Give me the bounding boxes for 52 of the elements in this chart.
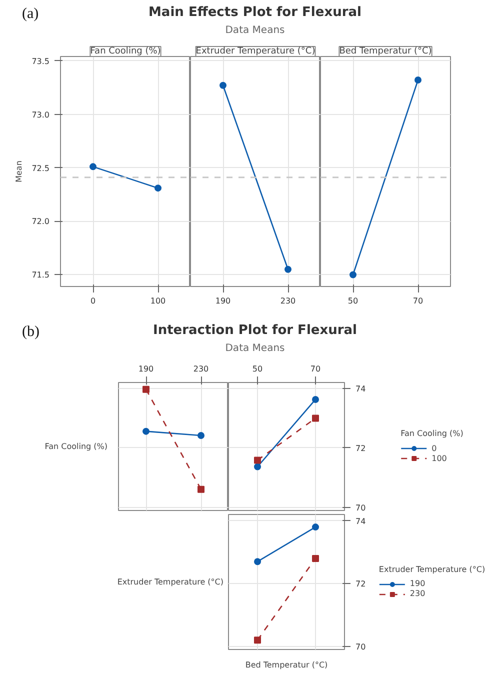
x-tick-label: 0 bbox=[90, 296, 96, 306]
x-tick-label: 190 bbox=[215, 296, 231, 306]
point bbox=[198, 486, 204, 493]
text: Data Means bbox=[224, 24, 286, 38]
y-tick-label: 72 bbox=[356, 580, 366, 589]
y-tick-label: 72.0 bbox=[32, 217, 50, 226]
text: Main Effects Plot for Flexural bbox=[148, 4, 362, 22]
y-tick-label: 73.0 bbox=[32, 110, 50, 120]
legend-title: Extruder Temperature (°C) bbox=[378, 564, 486, 574]
text: Data Means bbox=[224, 342, 286, 356]
point bbox=[254, 456, 261, 464]
point bbox=[254, 558, 261, 566]
x-tick-label: 100 bbox=[150, 296, 166, 306]
legend-label: 190 bbox=[410, 578, 426, 588]
y-axis-title: Extruder Temperature (°C) bbox=[117, 578, 224, 586]
y-tick-label: 70 bbox=[356, 504, 366, 513]
x-axis-title: Bed Temperatur (°C) bbox=[245, 660, 328, 670]
y-tick-label: 72 bbox=[356, 444, 366, 453]
point bbox=[254, 636, 261, 644]
point bbox=[142, 428, 150, 435]
y-axis-title: Fan Cooling (%) bbox=[44, 442, 108, 451]
y-tick-label: 71.5 bbox=[32, 270, 50, 280]
point bbox=[254, 463, 261, 470]
point bbox=[312, 414, 319, 422]
x-tick-label: 190 bbox=[138, 364, 154, 374]
y-tick-label: 72.5 bbox=[32, 164, 50, 173]
chart-title: Fan Cooling (%) bbox=[90, 46, 161, 56]
x-tick-label: 230 bbox=[280, 296, 296, 306]
point bbox=[142, 386, 150, 393]
text: (b) bbox=[22, 323, 40, 342]
point bbox=[198, 432, 204, 439]
chart-title: Extruder Temperature (°C) bbox=[196, 46, 316, 56]
x-tick-label: 70 bbox=[310, 364, 321, 374]
chart-title: Bed Temperatur (°C) bbox=[339, 46, 432, 56]
legend-label: 230 bbox=[410, 588, 426, 598]
text: (a) bbox=[22, 5, 39, 24]
y-axis-title: Mean bbox=[14, 160, 24, 182]
y-tick-label: 74 bbox=[356, 516, 366, 526]
legend-title: Fan Cooling (%) bbox=[400, 429, 464, 438]
x-tick-label: 230 bbox=[193, 364, 209, 374]
x-tick-label: 70 bbox=[412, 296, 424, 306]
point bbox=[312, 524, 319, 531]
x-tick-label: 50 bbox=[252, 364, 263, 374]
x-tick-label: 50 bbox=[348, 296, 358, 306]
y-tick-label: 74 bbox=[356, 384, 366, 394]
legend-label: 100 bbox=[432, 453, 448, 463]
legend-label: 0 bbox=[432, 443, 438, 453]
point bbox=[312, 554, 319, 562]
y-tick-label: 73.5 bbox=[32, 56, 50, 66]
text: Interaction Plot for Flexural bbox=[152, 322, 358, 340]
y-tick-label: 70 bbox=[356, 642, 366, 652]
point bbox=[312, 396, 319, 403]
